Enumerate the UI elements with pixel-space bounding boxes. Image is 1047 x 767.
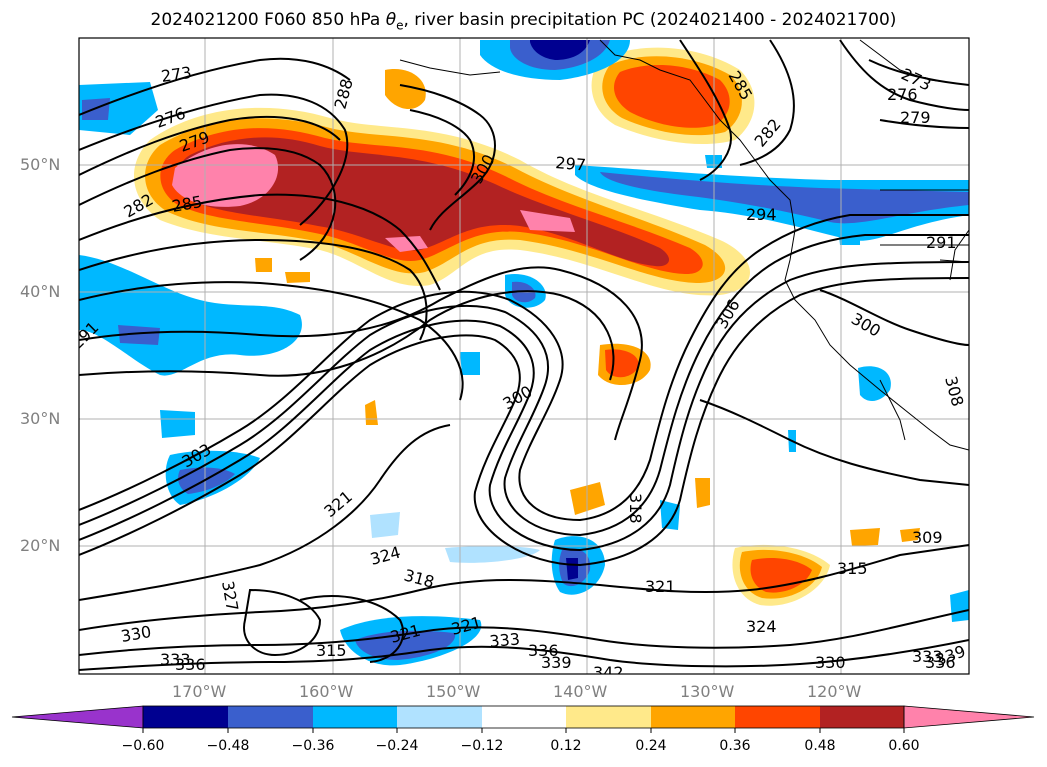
lon-label-150w: 150°W bbox=[426, 682, 481, 701]
colorbar bbox=[11, 705, 1035, 733]
contour-label: 318 bbox=[626, 493, 645, 524]
lat-label-50n: 50°N bbox=[20, 155, 61, 174]
colorbar-tick-label: −0.12 bbox=[460, 738, 504, 754]
colorbar-segment bbox=[313, 706, 397, 728]
contour-label: 315 bbox=[837, 559, 868, 578]
colorbar-segment bbox=[566, 706, 651, 728]
colorbar-segment bbox=[651, 706, 735, 728]
colorbar-segment bbox=[228, 706, 313, 728]
contour-label: 297 bbox=[555, 153, 587, 175]
contour-label: 276 bbox=[887, 85, 918, 104]
colorbar-tick-label: −0.60 bbox=[121, 738, 165, 754]
contour-label: 273 bbox=[160, 63, 193, 86]
colorbar-segment bbox=[143, 706, 228, 728]
lon-label-120w: 120°W bbox=[807, 682, 862, 701]
contour-label: 324 bbox=[746, 617, 777, 636]
contour-label: 279 bbox=[900, 108, 931, 127]
lat-label-20n: 20°N bbox=[20, 536, 61, 555]
contour-label: 336 bbox=[175, 655, 206, 674]
contour-label: 333 bbox=[160, 650, 191, 669]
contour-label: 339 bbox=[541, 653, 572, 672]
lat-label-30n: 30°N bbox=[20, 409, 61, 428]
colorbar-segment bbox=[482, 706, 566, 728]
contour-label: 333 bbox=[912, 647, 943, 666]
contour-label: 291 bbox=[926, 233, 957, 252]
contour-label: 315 bbox=[316, 641, 347, 660]
figure-title: 2024021200 F060 850 hPa θe, river basin … bbox=[150, 10, 897, 33]
colorbar-tick-label: −0.48 bbox=[206, 738, 250, 754]
colorbar-segment bbox=[820, 706, 904, 728]
colorbar-max-extension bbox=[903, 705, 1035, 729]
plot-frame bbox=[78, 37, 970, 675]
contour-label: 336 bbox=[528, 641, 559, 660]
contour-label: 321 bbox=[645, 577, 676, 596]
colorbar-segment bbox=[735, 706, 820, 728]
contour-label: 330 bbox=[815, 653, 846, 672]
colorbar-min-extension bbox=[11, 705, 144, 729]
lon-label-170w: 170°W bbox=[172, 682, 227, 701]
theta-e-contours bbox=[79, 39, 969, 671]
contour-label: 336 bbox=[925, 653, 956, 672]
lon-label-160w: 160°W bbox=[299, 682, 354, 701]
colorbar-tick-label: 0.60 bbox=[888, 738, 920, 754]
colorbar-tick-label: 0.12 bbox=[550, 738, 582, 754]
colorbar-tick-label: 0.24 bbox=[635, 738, 667, 754]
contour-label: 309 bbox=[912, 528, 943, 547]
colorbar-tick-label: 0.36 bbox=[719, 738, 751, 754]
colorbar-tick-label: −0.36 bbox=[291, 738, 335, 754]
lat-label-40n: 40°N bbox=[20, 282, 61, 301]
contour-label: 294 bbox=[746, 205, 777, 224]
positive-anomaly-shading bbox=[133, 47, 920, 606]
colorbar-segment bbox=[397, 706, 482, 728]
negative-anomaly-shading bbox=[79, 40, 969, 666]
colorbar-tick-label: 0.48 bbox=[804, 738, 836, 754]
contour-label: 342 bbox=[593, 663, 624, 682]
lon-label-130w: 130°W bbox=[680, 682, 735, 701]
colorbar-tick-label: −0.24 bbox=[375, 738, 419, 754]
map-plot-area: 273 273 276 276 279 279 282 282 285 285 … bbox=[79, 38, 969, 682]
contour-label: 333 bbox=[489, 629, 521, 651]
lon-label-140w: 140°W bbox=[553, 682, 608, 701]
